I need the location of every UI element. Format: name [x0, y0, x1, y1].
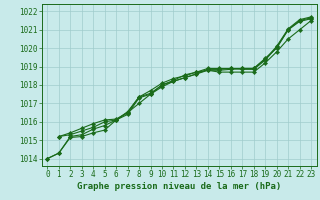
X-axis label: Graphe pression niveau de la mer (hPa): Graphe pression niveau de la mer (hPa)	[77, 182, 281, 191]
